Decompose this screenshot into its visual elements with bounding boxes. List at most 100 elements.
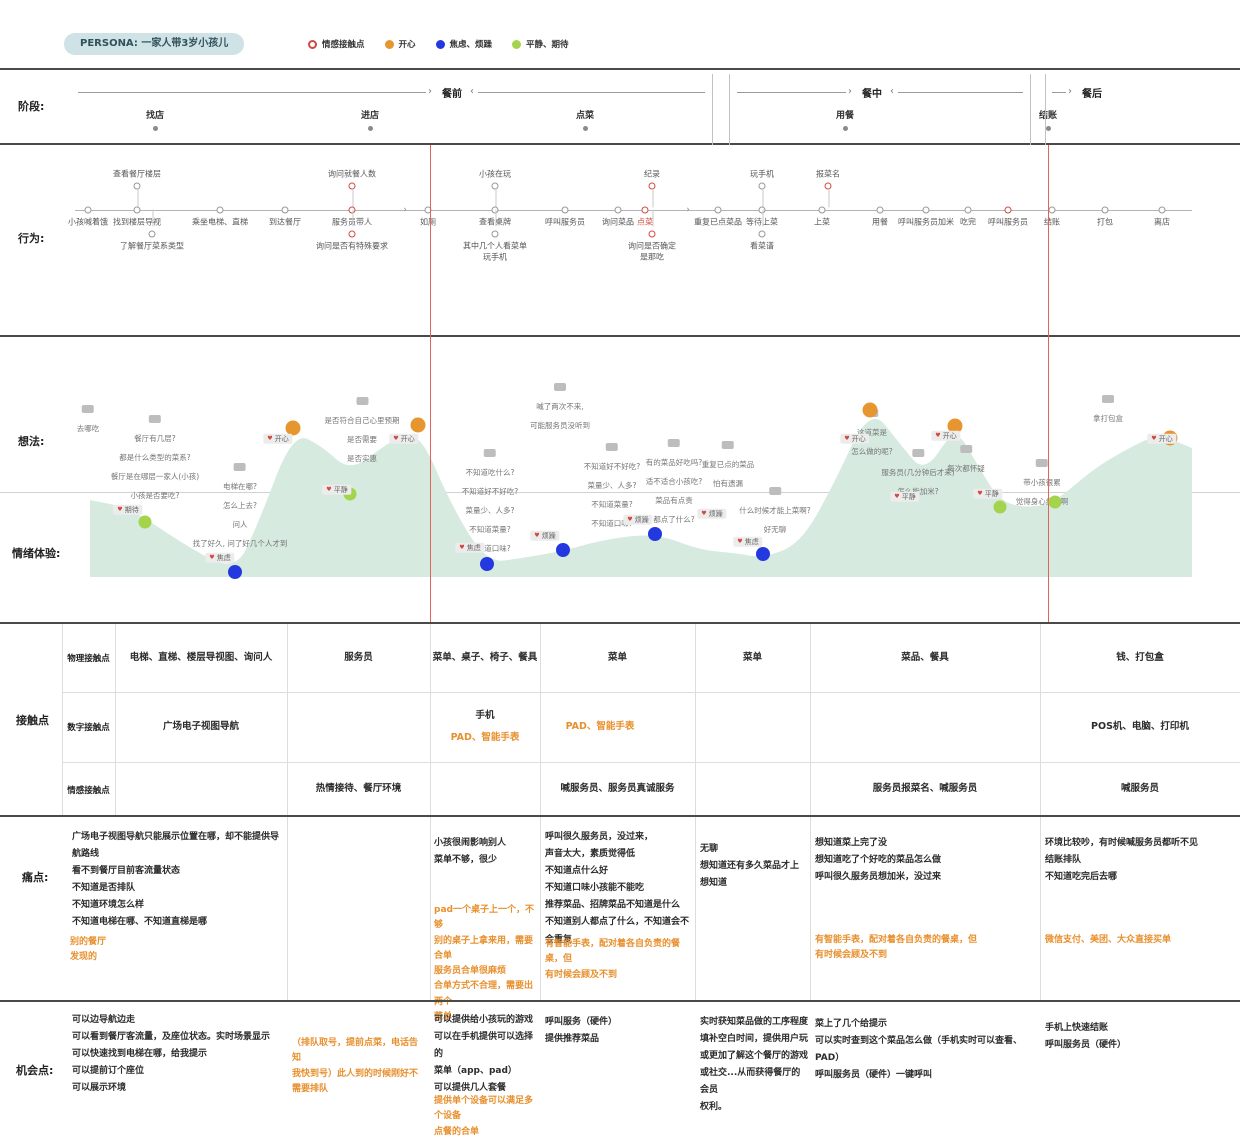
behavior-node: 上菜 (814, 206, 830, 227)
behavior-node: 询问菜品 (602, 206, 634, 227)
thought-text: 重复已点的菜品 怕有遗漏 (701, 460, 755, 488)
pain-c7-note: 微信支付、美团、大众直接买单 (1045, 935, 1172, 945)
mood-badge: ♥ 烦躁 (697, 508, 727, 520)
thought-icon (911, 449, 924, 457)
mood-dot-blue-icon (556, 543, 570, 557)
phase-line (1052, 92, 1066, 93)
mood-dot-icon (512, 39, 522, 49)
behavior-node-label: 了解餐厅菜系类型 (120, 241, 184, 251)
legend-item: 开心 (384, 38, 416, 50)
behavior-node-circle-icon (964, 206, 972, 214)
opportunity-c3-note: 提供单个设备可以满足多个设备 点餐的合单 (434, 1096, 534, 1137)
touchpoint-physical-c3: 菜单、桌子、椅子、餐具 (432, 651, 538, 663)
thought-bubble: 不知道吃什么? 不知道好不好吃? 菜量少、人多? 不知道菜量? 不知道口味? (462, 449, 518, 555)
grid-line (62, 624, 63, 815)
substage-dot-icon (367, 126, 373, 131)
behavior-node: 到达餐厅 (269, 206, 301, 227)
legend-label: 情感接触点 (322, 40, 365, 50)
behavior-node: 查看餐厅楼层 (113, 169, 161, 208)
thought-icon (234, 463, 246, 471)
stage-substage: 找店 (146, 108, 164, 131)
thought-text: 不知道吃什么? 不知道好不好吃? 菜量少、人多? 不知道菜量? 不知道口味? (461, 468, 519, 553)
touchpoint-physical-c7: 钱、打包盒 (1116, 651, 1164, 663)
behavior-node-circle-icon (281, 206, 289, 214)
phase-red-divider (1048, 145, 1049, 622)
heart-icon: ♥ (326, 485, 332, 493)
behavior-node-label: 玩手机 (750, 169, 774, 179)
heart-icon: ♥ (117, 505, 123, 513)
grid-line (115, 624, 116, 815)
substage-dot-icon (1045, 126, 1051, 131)
substage-dot-icon (152, 126, 158, 131)
behavior-node: 呼叫服务员加米 (898, 206, 954, 227)
behavior-node-circle-icon (1048, 206, 1056, 214)
opportunity-c4: 呼叫服务（硬件） 提供推荐菜品 (545, 1017, 618, 1045)
behavior-node-label: 到达餐厅 (269, 217, 301, 227)
behavior-node: 看菜谱 (750, 209, 774, 251)
touchpoint-physical-c6: 菜品、餐具 (901, 651, 949, 663)
touchpoint-emotional-c2: 热情接待、餐厅环境 (315, 783, 402, 795)
mood-dot-blue-icon (228, 565, 242, 579)
thought-icon (605, 443, 618, 451)
mood-dot-green-icon (1048, 495, 1062, 509)
thought-icon (722, 441, 734, 449)
thought-text: 带小孩很累 觉得身心疲惫啊 (1015, 478, 1069, 506)
behavior-node: 用餐 (872, 206, 888, 227)
grid-line (287, 624, 288, 815)
mood-badge-label: 开心 (400, 434, 415, 443)
mood-badge: ♥ 焦虑 (455, 542, 485, 554)
timeline-arrow-icon: › (403, 205, 407, 215)
mind-divider (0, 492, 1240, 493)
heart-icon: ♥ (701, 509, 707, 517)
heart-icon: ♥ (935, 431, 941, 439)
stage-substage: 结账 (1039, 108, 1057, 131)
mood-dot-blue-icon (480, 557, 494, 571)
thought-icon (960, 445, 972, 453)
mood-badge-label: 期待 (124, 505, 139, 514)
phase-arrow-icon: › (1068, 86, 1072, 97)
header: PERSONA: 一家人带3岁小孩儿 情感接触点 开心 焦虑、烦躁 平静、期待 (0, 0, 1240, 68)
grid-line (540, 624, 541, 815)
touchpoint-digital-c3-bottom: PAD、智能手表 (450, 731, 520, 743)
behavior-node-circle-icon (133, 206, 141, 214)
phase-arrow-icon: ‹ (890, 86, 894, 97)
opportunity-c3: 可以提供给小孩玩的游戏 可以在手机提供可以选择的 菜单（app、pad） 可以提… (434, 1015, 534, 1094)
thought-icon (356, 397, 368, 405)
behavior-node: 吃完 (960, 206, 976, 227)
mood-badge-label: 焦虑 (466, 543, 481, 552)
heart-icon: ♥ (393, 434, 399, 442)
behavior-node-circle-icon (216, 206, 224, 214)
behavior-node: 其中几个人看菜单 玩手机 (463, 209, 527, 262)
grid-line (810, 817, 811, 1000)
legend-label: 平静、期待 (526, 40, 569, 50)
phase-title: 餐中 (856, 85, 888, 100)
mood-badge-label: 焦虑 (744, 537, 759, 546)
behavior-node-circle-icon (614, 206, 622, 214)
legend-item: 情感接触点 (308, 38, 365, 50)
pain-c5: 无聊 想知道还有多久菜品才上 想知道 (700, 844, 800, 889)
row-label-physical-touch: 物理接触点 (67, 654, 110, 664)
behavior-node: 结账 (1044, 206, 1060, 227)
thought-bubble: 有的菜品好吃吗? 适不适合小孩吃? 菜品有点贵 都点了什么? (646, 439, 702, 526)
behavior-node: 如厕 (420, 206, 436, 227)
touchpoint-physical-c2: 服务员 (344, 651, 373, 663)
phase-arrow-icon: ‹ (470, 86, 474, 97)
behavior-node-label: 结账 (1044, 217, 1060, 227)
behavior-node-label: 找到楼层导视 (113, 217, 161, 227)
row-label-digital-touch: 数字接触点 (67, 723, 110, 733)
thought-bubble: 带小孩很累 觉得身心疲惫啊 (1015, 459, 1069, 508)
touchpoint-physical-c1: 电梯、直梯、楼层导视图、询问人 (129, 651, 273, 663)
behavior-node: 了解餐厅菜系类型 (120, 209, 184, 251)
behavior-node-label: 纪录 (644, 169, 660, 179)
mood-badge: ♥ 开心 (1147, 433, 1177, 445)
phase-boundary-line (1030, 74, 1031, 145)
grid-line (430, 624, 431, 815)
mood-badge: ♥ 烦躁 (530, 530, 560, 542)
mood-badge-label: 开心 (942, 431, 957, 440)
mood-dot-icon (435, 39, 445, 49)
behavior-node-circle-icon (1101, 206, 1109, 214)
row-label-touchpoints: 接触点 (16, 714, 49, 727)
opportunity-c6: 菜上了几个给提示 可以实时查到这个菜品怎么做（手机实时可以查看、PAD） 呼叫服… (815, 1019, 1023, 1081)
thought-bubble: 拿打包盒 (1093, 395, 1123, 425)
